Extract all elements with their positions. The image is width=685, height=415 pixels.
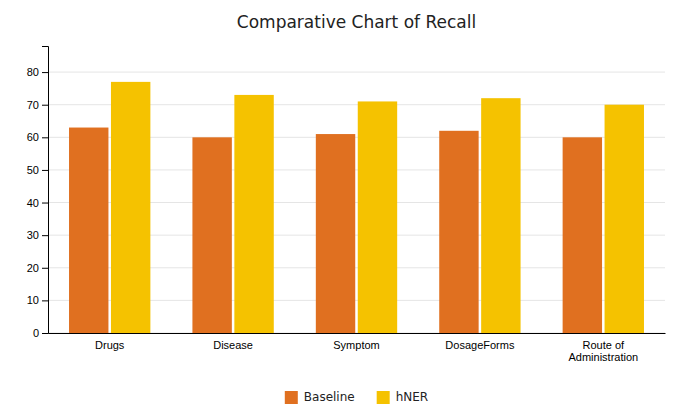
- tick-mark: [42, 333, 48, 334]
- plot: 0 10 20 30 40 50 60 70 80 Drugs Disease Symptom Dosa…: [27, 47, 666, 364]
- tick: 70: [27, 99, 48, 111]
- bar: [316, 134, 355, 333]
- legend-swatch: [377, 391, 390, 404]
- tick-label: 10: [27, 294, 39, 306]
- bar: [234, 95, 273, 333]
- tick-mark: [42, 235, 48, 236]
- tick-label: 60: [27, 131, 39, 143]
- grid: [48, 72, 665, 333]
- chart: 0 10 20 30 40 50 60 70 80 Drugs Disease Symptom Dosa…: [0, 0, 685, 415]
- tick: 40: [27, 197, 48, 209]
- tick-mark: [42, 105, 48, 106]
- bars: [69, 82, 644, 333]
- tick-label: 50: [27, 164, 39, 176]
- tick: Symptom: [333, 339, 379, 351]
- tick-label: 20: [27, 262, 39, 274]
- tick-mark: [42, 137, 48, 138]
- bar: [69, 128, 108, 333]
- title: Comparative Chart of Recall: [237, 12, 476, 32]
- tick-label: 80: [27, 66, 39, 78]
- bar: [563, 137, 602, 333]
- tick-label: Route ofAdministration: [568, 339, 638, 364]
- legend: Baseline hNER: [285, 390, 428, 404]
- axis-line: [49, 333, 666, 334]
- tick-label: 30: [27, 229, 39, 241]
- tick-mark: [42, 203, 48, 204]
- tick-label: 40: [27, 197, 39, 209]
- tick-label-line: Administration: [568, 351, 638, 363]
- tick: Drugs: [95, 339, 125, 351]
- tick-label: Disease: [213, 339, 253, 351]
- bar: [605, 105, 644, 333]
- tick-label: Drugs: [95, 339, 125, 351]
- tick-label-line: Drugs: [95, 339, 125, 351]
- legend-item: Baseline: [285, 390, 355, 404]
- bar: [111, 82, 150, 333]
- axis-line: [42, 47, 49, 334]
- tick: 50: [27, 164, 48, 176]
- tick-mark: [42, 170, 48, 171]
- bar: [192, 137, 231, 333]
- tick-mark: [42, 300, 48, 301]
- legend-item: hNER: [377, 390, 429, 404]
- tick: Route ofAdministration: [568, 339, 638, 364]
- tick: DosageForms: [445, 339, 515, 351]
- tick-label-line: Symptom: [333, 339, 379, 351]
- y-axis: 0 10 20 30 40 50 60 70 80: [27, 47, 49, 340]
- tick-label: Symptom: [333, 339, 379, 351]
- legend-label: hNER: [396, 390, 429, 404]
- tick: 0: [33, 327, 48, 339]
- series: [111, 82, 644, 333]
- tick: 80: [27, 66, 48, 78]
- x-axis: Drugs Disease Symptom DosageForms Route ofAd…: [49, 334, 666, 364]
- tick-mark: [42, 268, 48, 269]
- legend-swatch: [285, 391, 298, 404]
- bar: [439, 131, 478, 333]
- tick-label: DosageForms: [445, 339, 515, 351]
- bar: [481, 98, 520, 333]
- tick: 10: [27, 294, 48, 306]
- tick-label-line: Disease: [213, 339, 253, 351]
- tick: 60: [27, 131, 48, 143]
- tick-label-line: DosageForms: [445, 339, 515, 351]
- tick: Disease: [213, 339, 253, 351]
- grid-line: [48, 72, 665, 73]
- tick: 20: [27, 262, 48, 274]
- tick-mark: [42, 72, 48, 73]
- legend-label: Baseline: [304, 390, 355, 404]
- tick: 30: [27, 229, 48, 241]
- tick-label: 70: [27, 99, 39, 111]
- tick-label-line: Route of: [583, 339, 626, 351]
- bar: [358, 101, 397, 333]
- tick-label: 0: [33, 327, 39, 339]
